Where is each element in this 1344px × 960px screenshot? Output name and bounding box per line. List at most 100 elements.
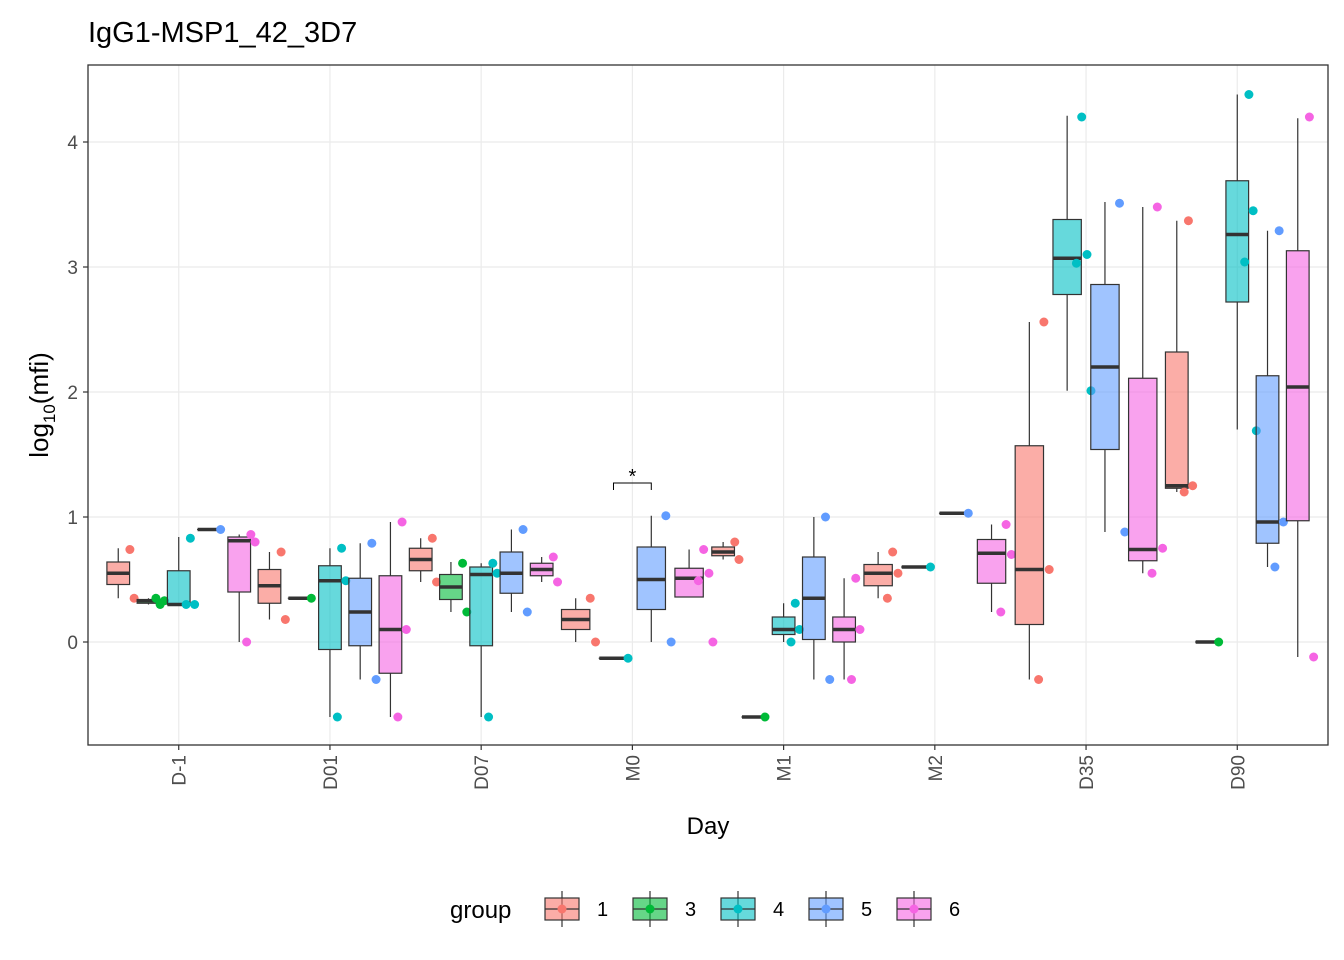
point [280,615,290,624]
y-label-sub: 10 [40,404,59,423]
point [925,562,935,572]
point [1274,226,1284,236]
point [1270,562,1280,572]
point [1214,637,1224,647]
point [708,637,718,647]
point [882,593,892,603]
legend-label: 1 [597,899,608,921]
point [250,537,260,547]
point [367,538,377,548]
point [1034,675,1044,684]
box [1255,375,1280,544]
point [306,593,316,603]
box [166,570,191,606]
plot-border [87,64,1329,746]
y-label-part: (mfi) [24,352,54,404]
box [1014,445,1045,626]
point [1248,206,1258,216]
point [522,607,532,617]
box [378,575,403,674]
point [760,712,770,722]
x-axis-label: Day [687,813,730,840]
point [427,533,437,543]
x-tick-label: M0 [623,755,644,781]
point [704,568,714,578]
point [151,593,161,603]
x-tick-label: D07 [472,755,493,790]
point [1044,565,1054,574]
y-tick-label: 3 [67,258,78,279]
y-tick-label: 4 [67,133,78,154]
x-tick-label: D01 [321,755,342,790]
point [553,577,563,587]
box [227,536,252,593]
y-axis-label: log10(mfi) [24,352,59,458]
point [820,512,830,522]
legend-point [645,904,655,914]
point [699,545,709,554]
point [341,576,351,586]
point [1115,198,1125,208]
point [1082,250,1092,259]
point [1244,90,1254,99]
point [181,600,191,609]
x-tick-label: D-1 [170,755,191,786]
significance-bracket [612,482,652,490]
box [976,538,1007,584]
point [730,537,740,547]
x-tick-label: D35 [1077,755,1098,790]
point [246,530,256,539]
point [125,545,135,554]
point [734,555,744,564]
point [585,593,595,603]
chart-title: IgG1-MSP1_42_3D7 [88,17,357,49]
box [771,616,796,636]
point [1006,550,1016,559]
point [888,547,898,557]
point [1179,487,1189,497]
point [488,558,498,568]
point [1001,520,1011,529]
point [484,712,494,722]
point [337,543,347,553]
box [318,565,342,651]
point [851,573,861,583]
point [393,712,403,722]
point [159,596,169,606]
y-label-part: log [24,423,54,458]
point [996,607,1006,617]
point [661,511,671,521]
point [1152,202,1162,212]
point [666,637,676,647]
point [276,547,286,557]
point [1147,568,1157,578]
point [591,637,601,647]
legend-point [821,904,831,914]
point [462,607,472,617]
box [469,566,494,647]
point [401,625,411,634]
point [623,653,633,663]
point [963,508,973,518]
point [1309,652,1319,662]
x-tick-label: D90 [1228,755,1249,790]
point [371,675,381,684]
point [1183,216,1193,226]
point [397,517,407,527]
legend-title: group [450,897,511,924]
point [185,533,195,543]
point [1039,317,1049,327]
point [458,558,468,568]
point [1077,112,1087,122]
box [863,563,893,587]
point [1120,527,1130,537]
point [1188,481,1198,491]
y-tick-label: 2 [67,383,78,404]
legend-point [909,904,919,914]
y-tick-label: 0 [67,633,78,654]
point [790,598,800,608]
legend-point [733,904,743,914]
point [693,576,703,586]
x-tick-label: M2 [926,755,947,781]
